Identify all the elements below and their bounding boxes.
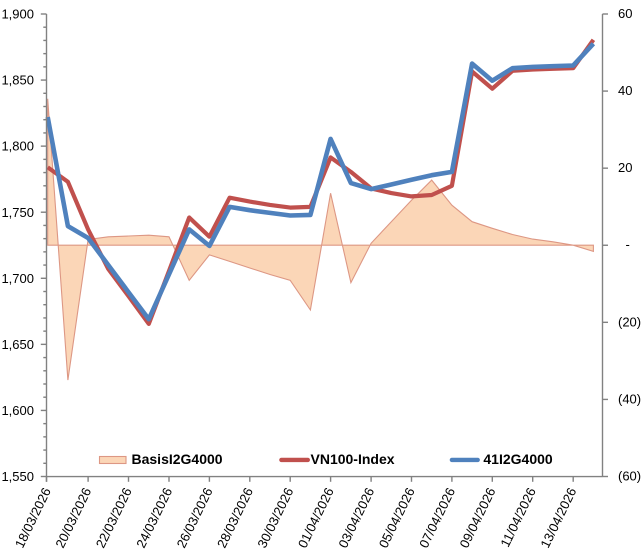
svg-text:(40): (40) (618, 391, 641, 406)
svg-text:41I2G4000: 41I2G4000 (483, 451, 552, 467)
svg-text:(60): (60) (618, 469, 641, 484)
svg-text:1,650: 1,650 (1, 337, 34, 352)
svg-text:1,900: 1,900 (1, 7, 34, 22)
svg-text:1,750: 1,750 (1, 205, 34, 220)
svg-text:20: 20 (618, 160, 632, 175)
svg-text:VN100-Index: VN100-Index (311, 451, 395, 467)
svg-text:-: - (626, 237, 630, 252)
svg-text:60: 60 (618, 6, 632, 21)
svg-text:1,800: 1,800 (1, 139, 34, 154)
svg-text:40: 40 (618, 83, 632, 98)
svg-text:1,700: 1,700 (1, 271, 34, 286)
svg-text:1,850: 1,850 (1, 73, 34, 88)
svg-text:BasisI2G4000: BasisI2G4000 (132, 451, 223, 467)
svg-text:(20): (20) (618, 314, 641, 329)
svg-text:1,600: 1,600 (1, 403, 34, 418)
svg-text:1,550: 1,550 (1, 469, 34, 484)
